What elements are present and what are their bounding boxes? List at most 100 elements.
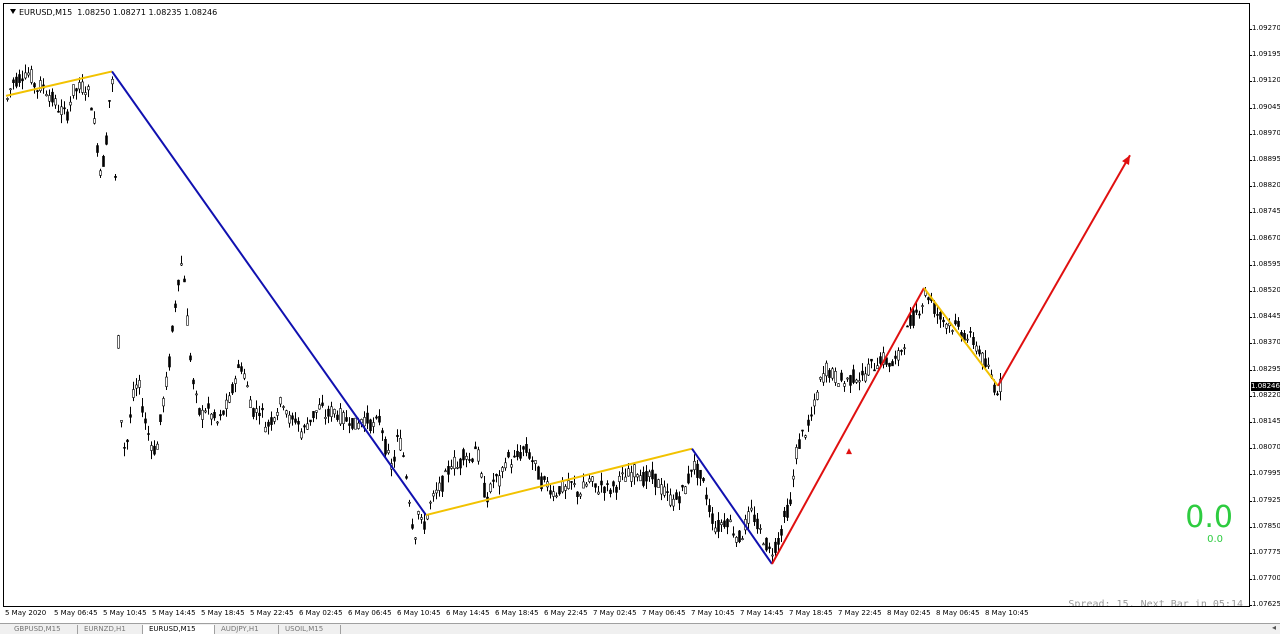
indicator-value-small: 0.0: [1207, 534, 1223, 545]
time-tick-label: 5 May 2020: [5, 609, 47, 617]
candle: [876, 357, 879, 370]
candle: [669, 488, 672, 508]
candle: [6, 97, 9, 102]
candle: [174, 300, 177, 313]
candle: [648, 469, 651, 482]
candle: [204, 408, 207, 414]
yellow-zigzag-line: [425, 447, 693, 517]
tab-usoil-m15[interactable]: USOIL,M15: [279, 625, 341, 634]
candle: [672, 494, 675, 511]
price-tick-label: 1.08595: [1249, 259, 1280, 268]
candle: [549, 483, 552, 499]
candle: [276, 408, 279, 421]
candle: [969, 327, 972, 338]
chart-area[interactable]: EURUSD,M15 1.08250 1.08271 1.08235 1.082…: [3, 3, 1250, 607]
price-tick-label: 1.09195: [1249, 50, 1280, 59]
time-tick-label: 7 May 06:45: [642, 609, 686, 617]
tab-gbpusd-m15[interactable]: GBPUSD,M15: [8, 625, 78, 634]
candle: [639, 469, 642, 482]
candle: [729, 514, 732, 523]
indicator-value-large: 0.0: [1185, 500, 1233, 535]
price-axis[interactable]: [1250, 0, 1280, 607]
candle: [138, 374, 141, 395]
candle: [63, 101, 66, 115]
candle: [72, 84, 75, 99]
candle: [528, 448, 531, 460]
candle: [906, 325, 909, 328]
candle: [615, 484, 618, 500]
candle: [510, 459, 513, 474]
candle: [759, 524, 762, 534]
candle: [777, 532, 780, 553]
tab-eurnzd-h1[interactable]: EURNZD,H1: [78, 625, 143, 634]
candle: [177, 279, 180, 292]
candle: [801, 429, 804, 437]
candle: [750, 499, 753, 513]
candle: [75, 87, 78, 100]
candle: [531, 456, 534, 470]
candle: [84, 86, 87, 101]
time-tick-label: 7 May 02:45: [593, 609, 637, 617]
candle: [393, 449, 396, 468]
candle: [39, 76, 42, 93]
candle: [402, 452, 405, 458]
candle: [375, 414, 378, 420]
candle: [483, 475, 486, 498]
candle: [660, 478, 663, 501]
ohlc-values: 1.08250 1.08271 1.08235 1.08246: [77, 8, 218, 17]
candle: [471, 457, 474, 464]
candle: [219, 409, 222, 421]
candle: [396, 429, 399, 442]
candle: [96, 143, 99, 157]
candle: [978, 345, 981, 357]
tab-audjpy-h1[interactable]: AUDJPY,H1: [215, 625, 279, 634]
candle: [30, 65, 33, 85]
candle: [12, 77, 15, 90]
candle: [150, 441, 153, 460]
candle: [705, 487, 708, 506]
tab-scroll-icon[interactable]: ◂: [1271, 623, 1276, 632]
candle: [966, 334, 969, 343]
candle: [873, 363, 876, 372]
chart-tabs: GBPUSD,M15 EURNZD,H1 EURUSD,M15 AUDJPY,H1 US…: [0, 623, 1280, 634]
candle: [792, 469, 795, 488]
candle: [309, 419, 312, 426]
candle: [252, 407, 255, 420]
price-tick-label: 1.08070: [1249, 443, 1280, 452]
candle: [333, 408, 336, 418]
dropdown-triangle-icon[interactable]: [10, 9, 16, 14]
candle: [738, 529, 741, 544]
candle: [858, 372, 861, 391]
time-tick-label: 8 May 02:45: [887, 609, 931, 617]
candle: [384, 436, 387, 457]
tab-eurusd-m15[interactable]: EURUSD,M15: [143, 625, 215, 634]
candle: [378, 409, 381, 426]
candle: [330, 401, 333, 422]
candle: [666, 483, 669, 502]
price-tick-label: 1.07995: [1249, 469, 1280, 478]
candle: [165, 371, 168, 390]
candle: [987, 357, 990, 369]
candle: [453, 450, 456, 476]
candle: [609, 488, 612, 498]
candle: [633, 462, 636, 485]
time-tick-label: 6 May 14:45: [446, 609, 490, 617]
candle: [603, 486, 606, 501]
candle: [342, 410, 345, 430]
candle: [354, 417, 357, 430]
candle: [315, 410, 318, 420]
candle: [804, 434, 807, 440]
time-tick-label: 7 May 18:45: [789, 609, 833, 617]
candle: [348, 417, 351, 434]
yellow-zigzag-line: [5, 70, 113, 97]
candle: [996, 390, 999, 396]
candle: [129, 406, 132, 424]
candle: [192, 378, 195, 390]
price-tick-label: 1.07700: [1249, 574, 1280, 583]
candle: [186, 308, 189, 326]
candle: [756, 512, 759, 534]
candle: [291, 412, 294, 426]
time-tick-label: 8 May 10:45: [985, 609, 1029, 617]
candle: [522, 445, 525, 457]
candle: [408, 499, 411, 507]
